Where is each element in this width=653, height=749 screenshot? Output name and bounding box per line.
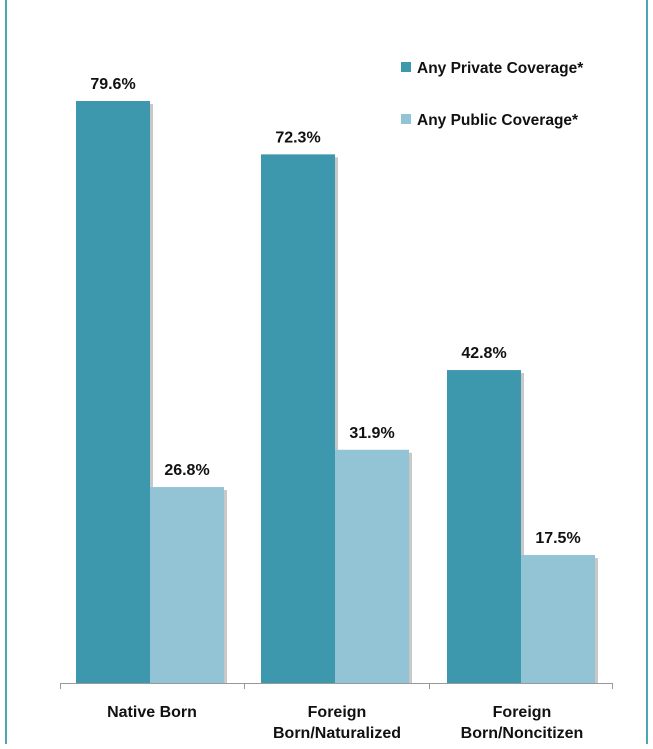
category-label-0-line-0: Native Born	[107, 704, 197, 721]
category-label-1-line-0: Foreign	[308, 704, 367, 721]
bar-private-1	[261, 154, 335, 683]
category-label-2-line-0: Foreign	[493, 704, 552, 721]
bar-public-2	[521, 555, 595, 683]
data-label-private-0: 79.6%	[90, 76, 135, 93]
bar-private-2	[447, 370, 521, 683]
legend-swatch-public	[401, 114, 411, 124]
bar-public-0	[150, 487, 224, 683]
legend-label-public: Any Public Coverage*	[417, 112, 579, 129]
bar-public-1	[335, 449, 409, 683]
data-label-public-0: 26.8%	[164, 462, 209, 479]
data-label-private-1: 72.3%	[275, 129, 320, 146]
frame-left-edge	[5, 0, 7, 744]
category-label-2-line-1: Born/Noncitizen	[461, 725, 584, 742]
frame-right-edge	[646, 0, 648, 744]
data-label-public-2: 17.5%	[535, 530, 580, 547]
bar-private-0	[76, 101, 150, 683]
data-label-private-2: 42.8%	[461, 345, 506, 362]
legend-swatch-private	[401, 62, 411, 72]
legend-label-private: Any Private Coverage*	[417, 60, 584, 77]
data-label-public-1: 31.9%	[349, 425, 394, 442]
category-label-1-line-1: Born/Naturalized	[273, 725, 401, 742]
